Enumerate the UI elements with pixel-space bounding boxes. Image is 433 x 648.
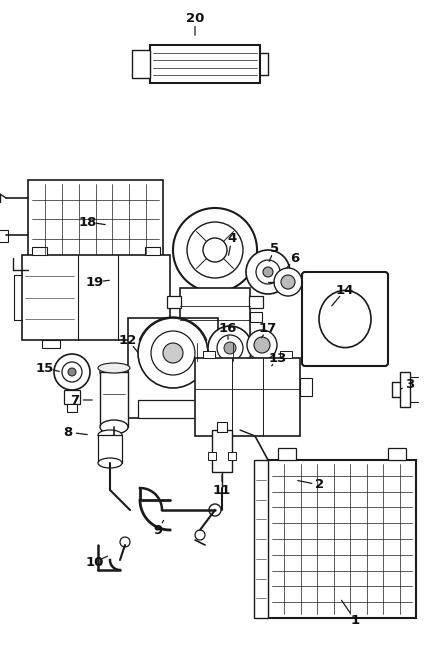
Circle shape <box>254 337 270 353</box>
Circle shape <box>247 330 277 360</box>
Bar <box>300 378 312 396</box>
Bar <box>388 448 406 460</box>
Ellipse shape <box>98 363 130 373</box>
Bar <box>167 296 181 308</box>
Circle shape <box>68 368 76 376</box>
Circle shape <box>224 342 236 354</box>
Bar <box>268 460 416 618</box>
Circle shape <box>62 362 82 382</box>
Bar <box>217 422 227 432</box>
Circle shape <box>208 326 252 370</box>
Bar <box>228 452 236 460</box>
Bar <box>135 340 153 348</box>
Text: 6: 6 <box>291 251 300 264</box>
Bar <box>400 372 410 407</box>
Circle shape <box>217 335 243 361</box>
Text: 1: 1 <box>350 614 359 627</box>
Bar <box>255 358 269 370</box>
Bar <box>42 340 60 348</box>
Bar <box>150 45 260 83</box>
Circle shape <box>246 250 290 294</box>
Text: 12: 12 <box>119 334 137 347</box>
Bar <box>145 247 160 255</box>
Circle shape <box>256 260 280 284</box>
Circle shape <box>274 268 302 296</box>
Bar <box>195 358 300 436</box>
Text: 5: 5 <box>271 242 280 255</box>
Bar <box>0 230 8 242</box>
Ellipse shape <box>100 420 128 434</box>
Circle shape <box>281 275 295 289</box>
Circle shape <box>54 354 90 390</box>
Bar <box>67 404 77 412</box>
Circle shape <box>209 504 221 516</box>
Text: 8: 8 <box>63 426 73 439</box>
Ellipse shape <box>319 290 371 347</box>
Bar <box>254 460 268 618</box>
Bar <box>203 351 215 358</box>
Bar <box>22 255 170 340</box>
Bar <box>278 448 296 460</box>
Bar <box>32 247 47 255</box>
Circle shape <box>120 537 130 547</box>
Bar <box>280 351 292 358</box>
Text: 19: 19 <box>86 275 104 288</box>
Bar <box>208 452 216 460</box>
Circle shape <box>195 530 205 540</box>
Text: 10: 10 <box>86 555 104 568</box>
Circle shape <box>138 318 208 388</box>
Ellipse shape <box>100 365 128 379</box>
Bar <box>187 343 243 361</box>
Bar <box>98 435 122 463</box>
Circle shape <box>173 208 257 292</box>
Circle shape <box>203 238 227 262</box>
Ellipse shape <box>98 430 122 440</box>
Bar <box>64 390 80 404</box>
Bar <box>100 372 128 427</box>
FancyBboxPatch shape <box>302 272 388 366</box>
Bar <box>138 400 208 418</box>
Text: 2: 2 <box>315 478 325 491</box>
Text: 14: 14 <box>336 284 354 297</box>
Bar <box>180 288 250 343</box>
Ellipse shape <box>98 458 122 468</box>
Bar <box>128 318 218 418</box>
Text: 4: 4 <box>227 231 236 244</box>
Circle shape <box>263 267 273 277</box>
Bar <box>212 430 232 472</box>
Bar <box>249 296 263 308</box>
Text: 20: 20 <box>186 12 204 25</box>
Bar <box>257 370 267 378</box>
Text: 3: 3 <box>405 378 415 391</box>
Bar <box>132 50 150 78</box>
Text: 11: 11 <box>213 483 231 496</box>
Text: 7: 7 <box>71 393 80 406</box>
Text: 18: 18 <box>79 216 97 229</box>
Circle shape <box>163 343 183 363</box>
Bar <box>250 312 262 322</box>
Text: 16: 16 <box>219 321 237 334</box>
Circle shape <box>187 222 243 278</box>
Text: 15: 15 <box>36 362 54 375</box>
Circle shape <box>151 331 195 375</box>
Bar <box>28 180 163 258</box>
Text: 9: 9 <box>153 524 162 537</box>
Text: 13: 13 <box>269 351 287 364</box>
Text: 17: 17 <box>259 321 277 334</box>
